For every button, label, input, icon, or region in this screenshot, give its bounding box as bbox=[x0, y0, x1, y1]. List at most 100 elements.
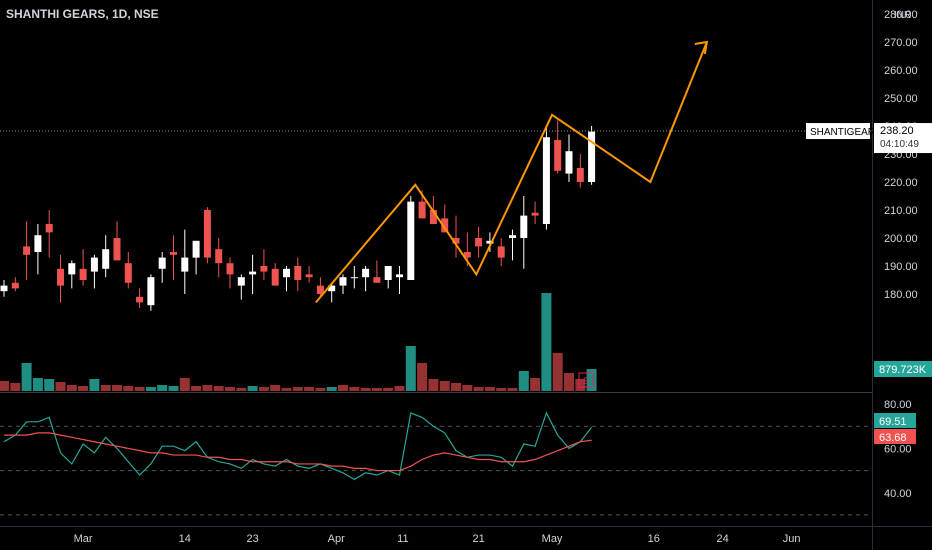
volume-bar bbox=[247, 386, 258, 391]
volume-bar bbox=[44, 379, 55, 391]
rsi-tag[interactable]: 69.51 bbox=[874, 413, 916, 428]
y-tick-label: 180.00 bbox=[884, 289, 918, 301]
rsi-ma-line bbox=[4, 432, 592, 472]
rsi-ma-tag-bg bbox=[874, 429, 916, 444]
x-tick-label: 21 bbox=[472, 533, 484, 545]
currency-label[interactable]: INR bbox=[894, 10, 911, 21]
y-tick-label: 270.00 bbox=[884, 37, 918, 49]
candle-body bbox=[542, 137, 550, 224]
rsi-tag-value: 69.51 bbox=[879, 416, 907, 428]
candle-body bbox=[452, 238, 460, 244]
volume-bar bbox=[541, 293, 552, 391]
candle-body bbox=[271, 268, 279, 286]
x-tick-label: 11 bbox=[397, 533, 408, 545]
volume-bar bbox=[417, 363, 428, 391]
symbol-tag: SHANTIGEAR bbox=[810, 127, 875, 138]
volume-bar bbox=[552, 353, 563, 391]
volume-tag[interactable]: 879.723K bbox=[874, 361, 932, 377]
volume-bar bbox=[473, 387, 484, 391]
candle-body bbox=[441, 218, 449, 233]
volume-bar bbox=[225, 387, 235, 391]
y-tick-label: 280.00 bbox=[884, 9, 918, 21]
volume-bar bbox=[451, 383, 461, 391]
candle-body bbox=[407, 201, 415, 280]
volume-bar bbox=[462, 385, 473, 391]
candle-body bbox=[11, 282, 19, 289]
rsi-ma-tag-value: 63.68 bbox=[879, 432, 907, 444]
volume-bar bbox=[145, 387, 156, 391]
candle-body bbox=[463, 252, 471, 258]
candle-body bbox=[384, 266, 392, 280]
symbol-tag-bg bbox=[806, 123, 870, 140]
price-tag-bg bbox=[874, 123, 932, 154]
volume-tag-bg bbox=[874, 361, 932, 377]
rsi-y-tick-label: 40.00 bbox=[884, 488, 912, 500]
candle-body bbox=[396, 274, 403, 278]
candle-body bbox=[215, 249, 223, 264]
x-tick-label: 14 bbox=[179, 533, 191, 545]
volume-bar bbox=[281, 388, 292, 391]
volume-bar bbox=[66, 385, 77, 391]
volume-bar bbox=[258, 387, 269, 391]
candle-body bbox=[328, 285, 336, 292]
candle-body bbox=[350, 277, 358, 279]
candle-body bbox=[565, 151, 573, 174]
volume-bar bbox=[564, 373, 574, 391]
candle-body bbox=[283, 268, 290, 278]
rsi-y-axis-ticks: 40.00 60.00 80.00 bbox=[884, 399, 912, 500]
candle-body bbox=[497, 246, 505, 258]
volume-bar bbox=[439, 381, 450, 391]
projection-drawing bbox=[315, 40, 709, 304]
volume-bar bbox=[292, 387, 303, 391]
candle-body bbox=[418, 201, 426, 219]
volume-bar bbox=[405, 346, 416, 391]
candle-body bbox=[136, 296, 144, 303]
candle-body bbox=[362, 268, 370, 278]
volume-bar bbox=[179, 378, 190, 391]
rsi-ma-tag[interactable]: 63.68 bbox=[874, 429, 916, 444]
volume-bar bbox=[100, 385, 111, 391]
volume-bar bbox=[326, 387, 337, 391]
volume-bar bbox=[191, 386, 202, 391]
volume-bar bbox=[338, 385, 348, 391]
candle-body bbox=[339, 277, 347, 286]
candle-body bbox=[102, 249, 110, 269]
price-tag[interactable]: SHANTIGEAR 238.20 04:10:49 bbox=[806, 123, 932, 154]
volume-tag-value: 879.723K bbox=[879, 364, 927, 376]
candle-body bbox=[0, 285, 8, 292]
candle-body bbox=[260, 266, 268, 272]
candle-body bbox=[23, 246, 31, 255]
volume-bar bbox=[360, 388, 371, 391]
candle-body bbox=[147, 277, 155, 306]
candle-body bbox=[373, 277, 381, 283]
volume-bar bbox=[236, 388, 247, 391]
rsi-lines bbox=[3, 411, 593, 481]
projection-line bbox=[315, 41, 708, 304]
volume-bar bbox=[157, 385, 168, 391]
candle-body bbox=[170, 252, 177, 255]
projection-arrowhead bbox=[694, 40, 709, 55]
chart-title: SHANTHI GEARS, 1D, NSE bbox=[6, 7, 159, 21]
volume-bar bbox=[202, 385, 213, 391]
volume-bar bbox=[123, 386, 134, 391]
x-tick-label: Apr bbox=[328, 533, 345, 545]
volume-bar bbox=[586, 369, 597, 391]
candle-body bbox=[588, 131, 596, 182]
volume-bar bbox=[484, 387, 495, 391]
candle-body bbox=[294, 266, 302, 280]
x-tick-label: 24 bbox=[717, 533, 729, 545]
candle-body bbox=[520, 215, 528, 238]
candle-body bbox=[305, 274, 313, 278]
volume-bar bbox=[315, 388, 326, 391]
candle-body bbox=[249, 271, 257, 275]
volume-bar bbox=[530, 378, 541, 391]
event-marker-icon[interactable] bbox=[578, 372, 594, 388]
candle-body bbox=[192, 240, 200, 258]
candle-body bbox=[226, 263, 234, 275]
volume-bar bbox=[89, 379, 100, 391]
y-tick-label: 220.00 bbox=[884, 177, 918, 189]
candle-body bbox=[79, 268, 87, 280]
volume-bar bbox=[55, 382, 66, 391]
candle-body bbox=[429, 210, 437, 224]
